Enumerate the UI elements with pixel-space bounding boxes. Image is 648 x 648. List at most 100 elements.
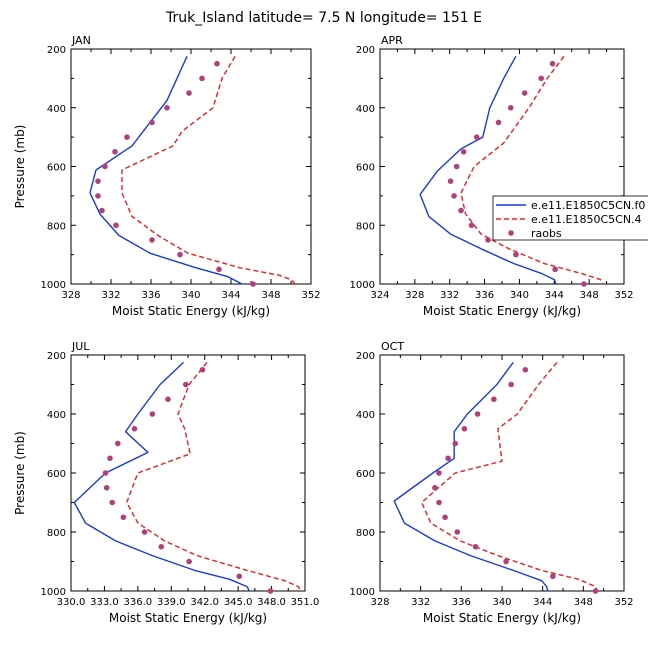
x-tick-label: 345.0 (224, 597, 253, 608)
raobs-point (452, 440, 459, 447)
raobs-point (103, 484, 110, 491)
series-line-model-4 (121, 55, 296, 285)
raobs-point (442, 514, 448, 521)
raobs-point (454, 529, 461, 535)
series-line-model-f0 (73, 361, 250, 592)
raobs-point (474, 411, 481, 417)
x-axis-label: Moist Static Energy (kJ/kg) (423, 304, 581, 318)
raobs-point (182, 381, 189, 388)
legend-label: e.e11.E1850C5CN.f0 (531, 199, 645, 212)
raobs-point (95, 193, 101, 199)
legend-marker-raobs (508, 230, 514, 236)
y-axis-label: Pressure (mb) (13, 431, 27, 515)
panel-label: JUL (71, 340, 90, 353)
raobs-point (447, 178, 454, 184)
raobs-point (491, 396, 497, 403)
raobs-point (592, 588, 599, 594)
series-line-model-4 (421, 361, 599, 592)
x-tick-label: 336 (475, 290, 494, 301)
y-tick-label: 600 (356, 469, 375, 480)
raobs-point (445, 455, 451, 462)
y-tick-label: 200 (47, 351, 66, 362)
panels: JAN 328 332 336 340 344 348 352 200 400 600 800 1000… (13, 34, 634, 625)
raobs-point (522, 366, 529, 373)
raobs-point (109, 499, 116, 506)
raobs-point (113, 222, 119, 229)
panel-oct: OCT 328 332 336 340 344 348 352 200 400 600 800 1000… (350, 340, 634, 625)
raobs-point (508, 381, 514, 388)
y-tick-label: 200 (47, 45, 66, 56)
raobs-point (99, 207, 105, 214)
x-tick-label: 348.0 (257, 597, 286, 608)
x-tick-label: 348 (574, 597, 593, 608)
x-tick-label: 339.0 (157, 597, 186, 608)
x-tick-label: 336 (452, 597, 471, 608)
y-tick-label: 800 (47, 221, 66, 232)
raobs-point (485, 237, 491, 243)
raobs-point (436, 470, 442, 476)
y-tick-label: 600 (356, 163, 375, 174)
x-tick-label: 336 (141, 290, 160, 301)
raobs-point (550, 573, 556, 580)
plot-frame (379, 48, 625, 285)
raobs-point (102, 470, 109, 476)
raobs-point (513, 251, 519, 258)
panel-jan: JAN 328 332 336 340 344 348 352 200 400 600 800 1000… (13, 34, 321, 318)
raobs-point (177, 251, 183, 258)
x-tick-label: 348 (580, 290, 599, 301)
raobs-point (453, 163, 460, 170)
x-tick-label: 352 (614, 597, 633, 608)
x-tick-label: 336.0 (124, 597, 153, 608)
raobs-point (236, 573, 243, 580)
raobs-point (112, 149, 118, 155)
x-tick-label: 330.0 (57, 597, 86, 608)
series-line-model-4 (460, 55, 604, 285)
y-axis-label: Pressure (mb) (13, 125, 27, 209)
raobs-point (468, 222, 475, 229)
raobs-point (102, 163, 108, 170)
y-tick-label: 200 (356, 45, 375, 56)
raobs-point (95, 178, 101, 184)
x-tick-label: 324 (370, 290, 389, 301)
x-tick-label: 333.0 (90, 597, 119, 608)
x-tick-label: 344 (545, 290, 564, 301)
raobs-point (124, 134, 130, 140)
raobs-point (581, 281, 587, 287)
raobs-point (120, 514, 127, 521)
y-tick-label: 800 (47, 528, 66, 539)
panel-label: APR (381, 34, 403, 47)
x-tick-label: 332 (101, 290, 120, 301)
x-tick-label: 340 (181, 290, 200, 301)
raobs-point (216, 266, 222, 273)
raobs-point (199, 75, 205, 82)
x-axis-label: Moist Static Energy (kJ/kg) (112, 304, 270, 318)
raobs-point (149, 237, 155, 243)
raobs-point (432, 484, 438, 491)
raobs-point (149, 411, 156, 417)
raobs-point (141, 529, 148, 535)
x-tick-label: 352 (614, 290, 633, 301)
x-tick-label: 344 (221, 290, 240, 301)
x-tick-label: 332 (411, 597, 430, 608)
raobs-point (461, 425, 468, 432)
raobs-point (115, 440, 121, 447)
series-line-model-f0 (89, 56, 243, 285)
y-tick-label: 200 (356, 351, 375, 362)
raobs-point (436, 499, 442, 506)
y-tick-label: 800 (356, 528, 375, 539)
raobs-point (165, 396, 171, 403)
y-tick-label: 600 (47, 469, 66, 480)
raobs-point (495, 119, 502, 126)
series-line-model-4 (126, 361, 302, 592)
panel-label: JAN (71, 34, 91, 47)
x-tick-label: 340 (510, 290, 529, 301)
raobs-point (503, 558, 509, 565)
x-tick-label: 351.0 (291, 597, 320, 608)
raobs-point (250, 281, 256, 287)
legend-box (492, 195, 648, 241)
y-tick-label: 400 (47, 104, 66, 115)
raobs-point (552, 266, 558, 273)
raobs-point (473, 134, 480, 140)
raobs-point (214, 60, 220, 67)
